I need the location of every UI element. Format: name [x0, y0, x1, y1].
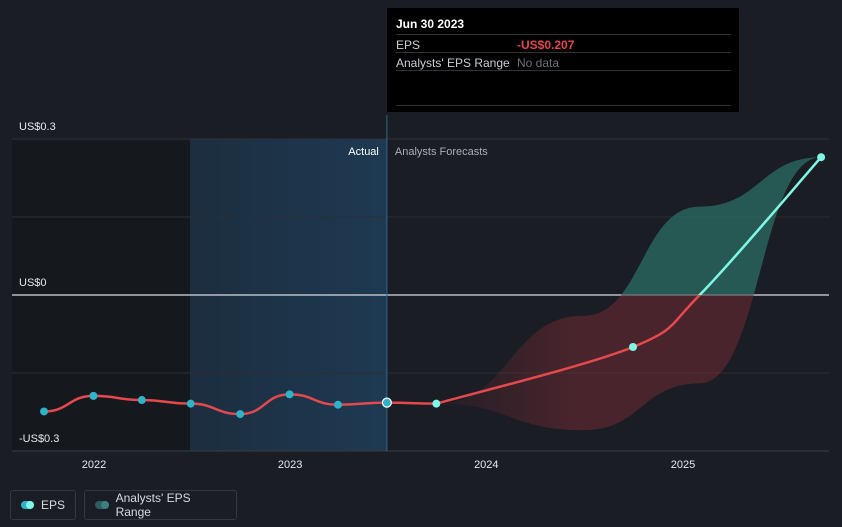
- eps-point-highlighted: [381, 397, 392, 408]
- range-swatch-icon: [95, 501, 109, 509]
- eps-forecast-point: [629, 343, 638, 351]
- tooltip-range-label: Analysts' EPS Range: [396, 56, 510, 70]
- range-band-group: [436, 157, 822, 431]
- eps-swatch-icon: [21, 501, 34, 509]
- eps-forecast-point: [817, 153, 826, 162]
- tooltip-eps-label: EPS: [396, 38, 421, 52]
- y-tick-label: US$0.3: [19, 121, 56, 133]
- tooltip-range-value: No data: [517, 56, 560, 70]
- tooltip: Jun 30 2023 EPS -US$0.207 Analysts' EPS …: [387, 8, 739, 112]
- legend-eps-button[interactable]: EPS: [10, 490, 76, 520]
- eps-forecast-line-positive: [697, 156, 823, 295]
- eps-point: [40, 407, 49, 416]
- eps-point: [285, 390, 294, 399]
- tooltip-eps-row: EPS -US$0.207: [396, 34, 731, 53]
- y-tick-label: -US$0.3: [19, 433, 59, 445]
- legend-range-button[interactable]: Analysts' EPS Range: [84, 490, 237, 520]
- tooltip-date: Jun 30 2023: [396, 17, 465, 31]
- x-tick-label: 2023: [278, 459, 302, 471]
- tooltip-spacer: [396, 70, 731, 106]
- eps-forecast-line-negative: [435, 295, 702, 405]
- range-band-negative: [436, 295, 754, 431]
- x-tick-label: 2022: [82, 459, 106, 471]
- eps-point: [137, 396, 146, 405]
- eps-point: [89, 391, 98, 400]
- eps-point: [432, 399, 441, 408]
- legend-eps-label: EPS: [40, 498, 65, 512]
- range-band-positive: [620, 157, 822, 295]
- region-label-forecast: Analysts Forecasts: [395, 146, 488, 158]
- eps-point: [333, 400, 342, 409]
- x-tick-label: 2025: [671, 459, 695, 471]
- x-tick-label: 2024: [474, 459, 498, 471]
- y-tick-label: US$0: [19, 277, 47, 289]
- region-label-actual: Actual: [348, 146, 379, 158]
- eps-point: [236, 410, 245, 419]
- eps-point: [186, 399, 195, 408]
- legend-range-label: Analysts' EPS Range: [115, 491, 191, 519]
- tooltip-eps-value: -US$0.207: [517, 38, 575, 52]
- tooltip-range-row: Analysts' EPS Range No data: [396, 52, 731, 71]
